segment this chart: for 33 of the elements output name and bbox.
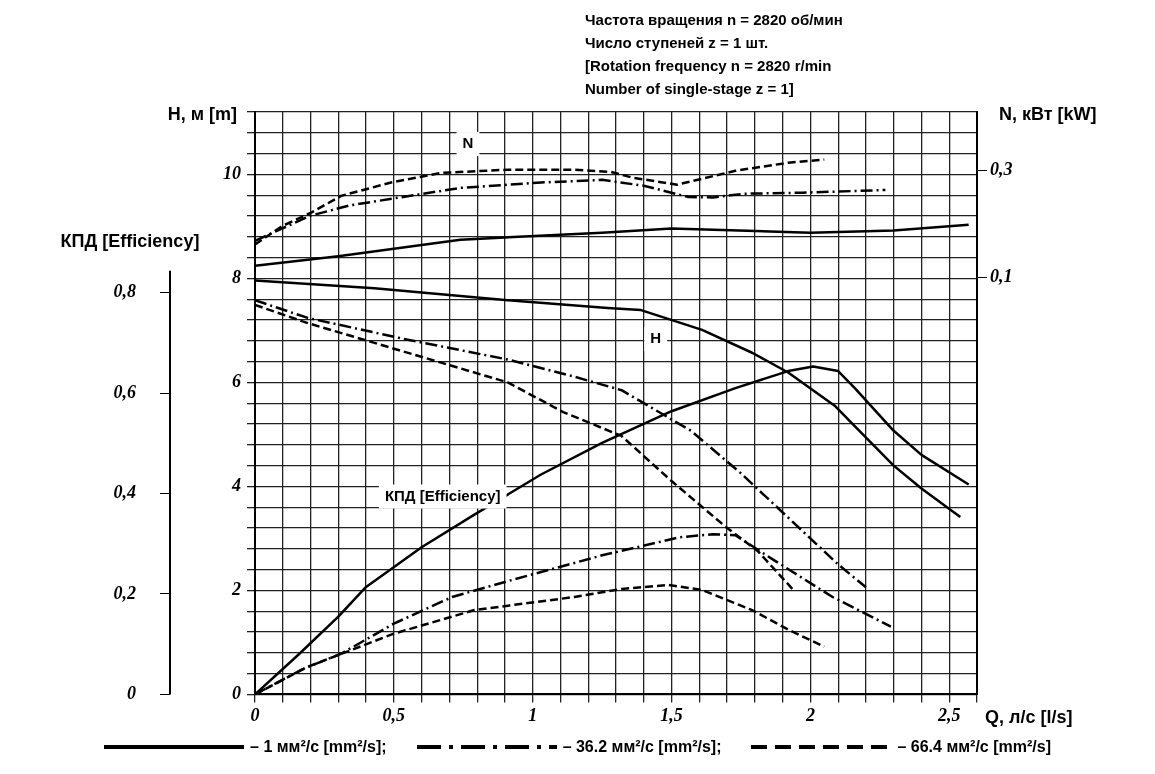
y3-tick-label: 0,4 xyxy=(113,482,136,503)
legend-label: – 1 мм²/с [mm²/s]; xyxy=(250,738,387,756)
y3-tick-label: 0,8 xyxy=(113,281,136,302)
x-tick-label: 1,5 xyxy=(660,704,683,725)
annotation: H xyxy=(650,329,662,347)
x-tick-label: 0 xyxy=(250,704,260,725)
text: Number of single-stage z = 1] xyxy=(585,79,795,99)
y-axis-title: H, м [m] xyxy=(167,103,237,124)
x-tick-label: 2 xyxy=(804,704,815,725)
y3-axis-title: КПД [Efficiency] xyxy=(60,230,200,251)
annotation: КПД [Efficiency] xyxy=(384,486,501,504)
x-axis-title: Q, л/с [l/s] xyxy=(985,706,1073,727)
text: Число ступеней z = 1 шт. xyxy=(585,33,770,53)
text: [Rotation frequency n = 2820 r/min xyxy=(585,56,833,76)
legend-label: – 36.2 мм²/с [mm²/s]; xyxy=(562,738,722,756)
y-tick-label: 8 xyxy=(232,267,241,288)
x-tick-label: 2,5 xyxy=(936,704,961,725)
y-tick-label: 10 xyxy=(223,163,241,184)
x-tick-label: 1 xyxy=(528,704,538,725)
text: Частота вращения n = 2820 об/мин xyxy=(585,10,843,30)
y-tick-label: 2 xyxy=(231,579,241,600)
y3-tick-label: 0,6 xyxy=(113,381,136,402)
y2-axis-title: N, кВт [kW] xyxy=(999,103,1097,124)
annotation: N xyxy=(462,134,474,152)
y2-tick-label: 0,3 xyxy=(990,159,1013,180)
y3-tick-label: 0 xyxy=(127,683,136,704)
y3-tick-label: 0,2 xyxy=(113,582,136,603)
y-tick-label: 6 xyxy=(232,371,241,392)
x-tick-label: 0,5 xyxy=(382,704,406,725)
y-tick-label: 4 xyxy=(231,475,241,496)
legend-label: – 66.4 мм²/с [mm²/s] xyxy=(897,738,1051,756)
y-tick-label: 0 xyxy=(232,683,241,704)
y2-tick-label: 0,1 xyxy=(990,266,1013,287)
